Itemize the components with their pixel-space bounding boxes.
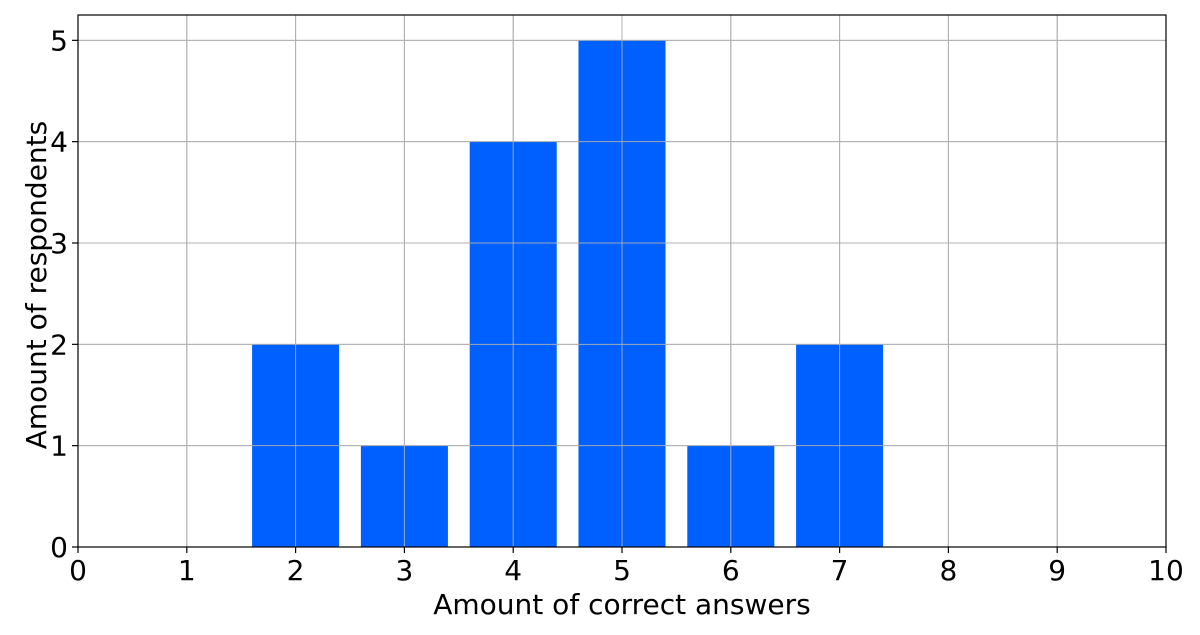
y-tick-label: 5	[50, 24, 68, 57]
x-axis-ticks: 0 1 2 3 4 5 6 7 8 9 10	[69, 547, 1184, 587]
x-tick-label: 8	[939, 554, 957, 587]
y-tick-label: 3	[50, 227, 68, 260]
x-tick-label: 2	[287, 554, 305, 587]
x-tick-label: 1	[178, 554, 196, 587]
y-axis-ticks: 0 1 2 3 4 5	[50, 24, 78, 564]
x-tick-label: 4	[504, 554, 522, 587]
bars	[77, 15, 1167, 548]
x-tick-label: 3	[395, 554, 413, 587]
x-tick-label: 9	[1048, 554, 1066, 587]
x-tick-label: 6	[722, 554, 740, 587]
y-tick-label: 0	[50, 531, 68, 564]
x-tick-label: 7	[831, 554, 849, 587]
y-tick-label: 4	[50, 126, 68, 159]
x-tick-label: 5	[613, 554, 631, 587]
y-tick-label: 2	[50, 328, 68, 361]
x-tick-label: 10	[1148, 554, 1184, 587]
y-axis-label: Amount of respondents	[20, 121, 53, 450]
y-tick-label: 1	[50, 430, 68, 463]
x-axis-label: Amount of correct answers	[433, 588, 810, 621]
x-tick-label: 0	[69, 554, 87, 587]
